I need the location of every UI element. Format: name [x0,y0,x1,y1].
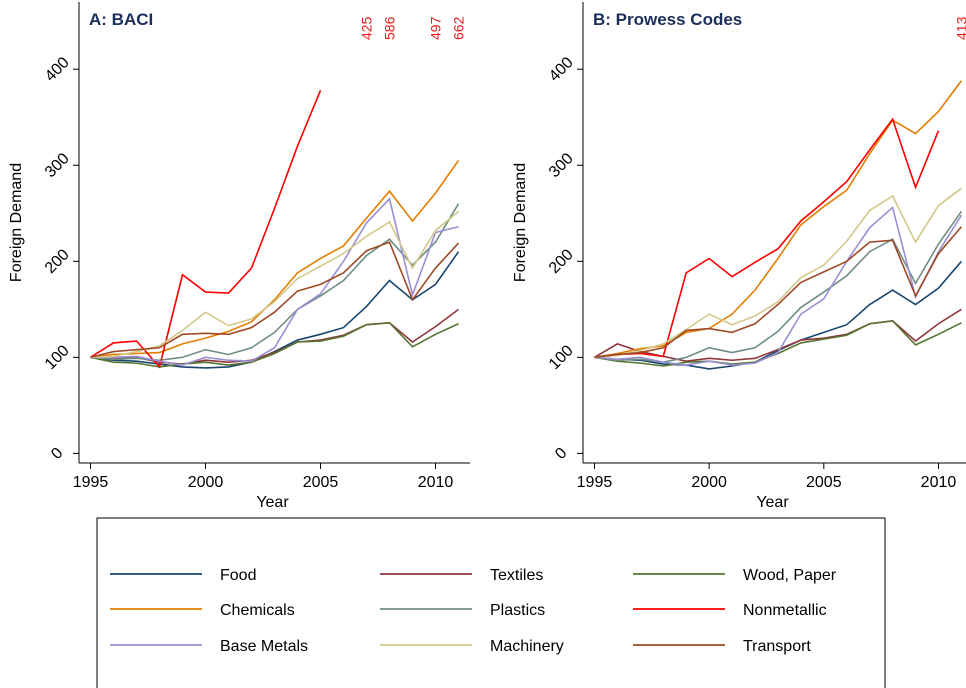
off-scale-label: 662 [451,16,467,40]
y-tick-label: 0 [552,445,570,463]
y-tick-label: 400 [546,54,577,85]
series-line [594,320,962,367]
legend-label: Food [220,567,256,584]
y-tick-label: 300 [546,150,577,181]
series-line [594,206,963,366]
x-tick-label: 2000 [188,474,224,491]
x-tick-label: 2005 [303,474,339,491]
series-line [90,90,322,369]
panel: 0 100 200 300 400 1995 2000 2005 2010 Year Foreign… [512,2,966,511]
panel: 0 100 200 300 400 1995 2000 2005 2010 Year Foreign… [8,2,470,511]
series-line [90,241,460,359]
x-axis-title: Year [256,494,289,511]
series-line [594,210,963,363]
legend-box [96,517,886,688]
legend-label: Base Metals [220,638,308,655]
y-tick-label: 300 [42,150,73,181]
off-scale-label: 425 [359,16,375,40]
x-tick-label: 2005 [806,474,842,491]
y-tick-label: 400 [42,54,73,85]
y-axis-title: Foreign Demand [512,163,529,282]
series-line [594,187,962,359]
off-scale-label: 586 [382,16,398,40]
panel-title: B: Prowess Codes [593,10,742,29]
legend-label: Plastics [490,602,545,619]
off-scale-label: 497 [428,16,444,40]
y-tick-label: 200 [42,246,73,277]
off-scale-label: 413 [953,16,966,40]
x-tick-label: 2010 [921,474,957,491]
series-line [594,260,963,370]
series-line [594,226,963,359]
series-line [90,210,460,359]
legend-label: Transport [743,638,811,655]
legend-label: Textiles [490,567,543,584]
series-line [90,321,459,368]
y-tick-label: 0 [48,445,66,463]
x-tick-label: 2000 [691,474,727,491]
x-tick-label: 1995 [73,474,109,491]
x-tick-label: 2010 [418,474,454,491]
series-line [90,197,459,366]
y-axis-title: Foreign Demand [8,163,25,282]
x-tick-label: 1995 [577,474,613,491]
legend-label: Wood, Paper [743,567,837,584]
series-line [594,80,963,359]
panel-title: A: BACI [89,10,153,29]
legend-label: Chemicals [220,602,295,619]
series-line [594,117,940,359]
series-line [90,251,460,369]
x-axis-title: Year [756,494,789,511]
y-tick-label: 100 [42,342,73,373]
legend-label: Nonmetallic [743,602,827,619]
y-tick-label: 100 [546,342,577,373]
series-line [90,160,460,359]
legend-label: Machinery [490,638,564,655]
series-line [90,308,459,365]
y-tick-label: 200 [546,246,577,277]
